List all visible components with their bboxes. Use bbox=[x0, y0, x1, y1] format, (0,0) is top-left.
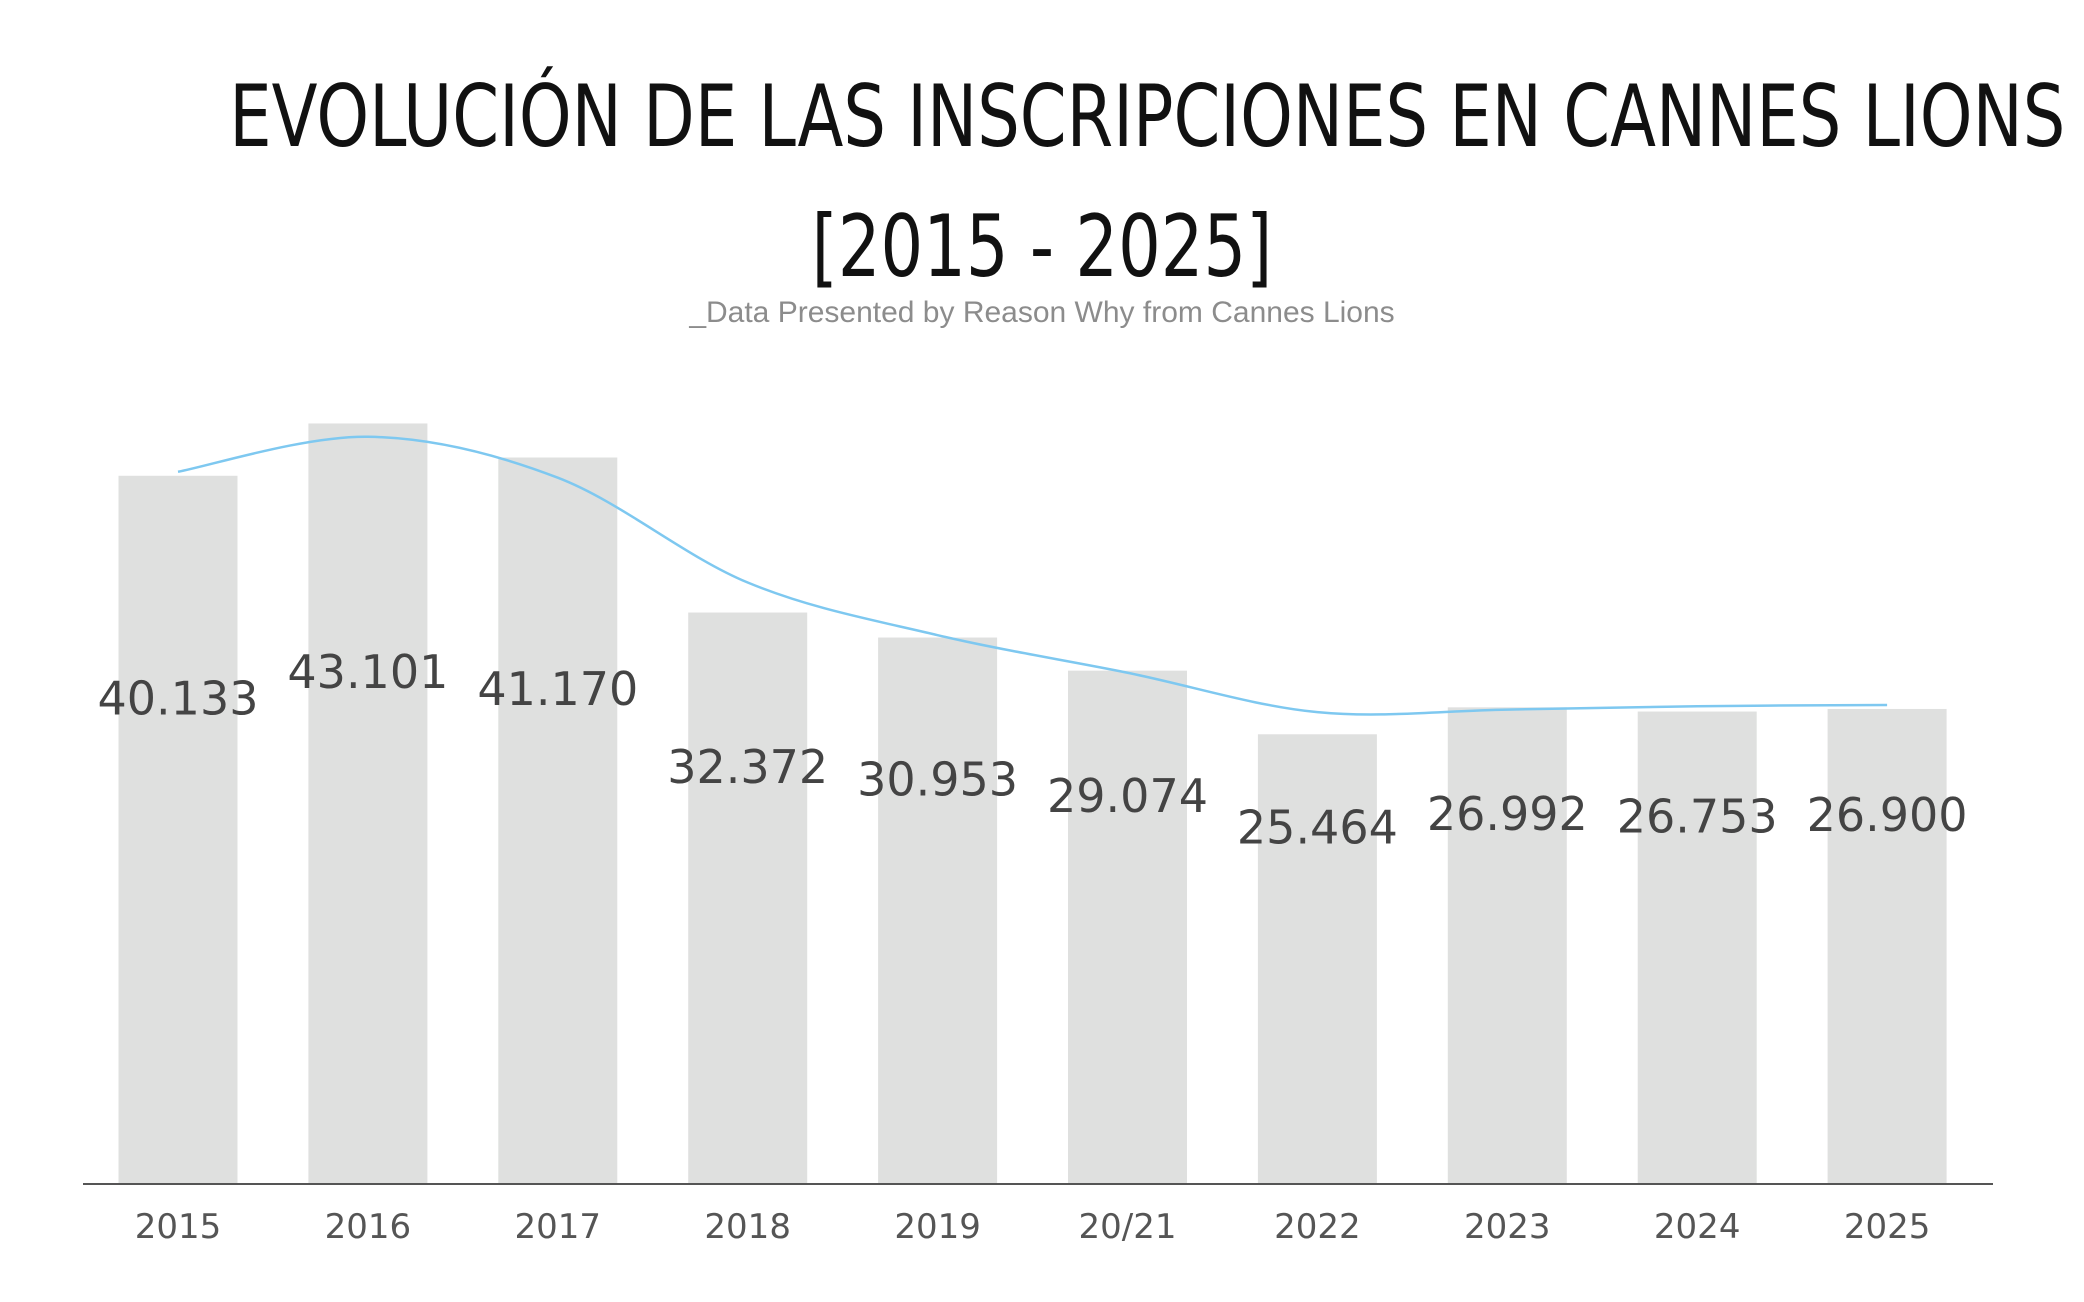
bar-2024 bbox=[1637, 711, 1757, 1183]
trend-line bbox=[177, 435, 1888, 716]
x-tick-label-2016: 2016 bbox=[325, 1207, 412, 1247]
bar-2018 bbox=[688, 612, 808, 1183]
x-tick-label-2023: 2023 bbox=[1464, 1207, 1551, 1247]
bar-2016 bbox=[308, 423, 428, 1183]
x-tick-label-2019: 2019 bbox=[894, 1207, 981, 1247]
x-tick-label-2018: 2018 bbox=[704, 1207, 791, 1247]
x-tick-label-2024: 2024 bbox=[1654, 1207, 1741, 1247]
chart-subtitle: _Data Presented by Reason Why from Canne… bbox=[689, 296, 1395, 329]
chart-title-line-1: EVOLUCIÓN DE LAS INSCRIPCIONES EN CANNES… bbox=[229, 67, 2066, 167]
bar-20/21 bbox=[1068, 670, 1187, 1183]
bar-2025 bbox=[1827, 708, 1947, 1183]
value-label-2022: 25.464 bbox=[1237, 801, 1398, 855]
x-tick-label-2025: 2025 bbox=[1844, 1207, 1931, 1247]
bars-group bbox=[118, 423, 1947, 1184]
x-tick-label-2022: 2022 bbox=[1274, 1207, 1361, 1247]
chart-title: EVOLUCIÓN DE LAS INSCRIPCIONES EN CANNES… bbox=[229, 52, 2066, 312]
bar-2023 bbox=[1447, 707, 1567, 1183]
bar-2017 bbox=[498, 457, 618, 1183]
bar-2019 bbox=[878, 637, 998, 1183]
x-tick-label-20/21: 20/21 bbox=[1079, 1207, 1177, 1247]
value-label-2025: 26.900 bbox=[1807, 788, 1968, 842]
value-label-2016: 43.101 bbox=[287, 645, 448, 699]
chart-title-line-2: [2015 - 2025] bbox=[811, 197, 1273, 297]
value-label-2024: 26.753 bbox=[1617, 789, 1778, 843]
value-label-2023: 26.992 bbox=[1427, 787, 1588, 841]
bar-2022 bbox=[1257, 734, 1377, 1183]
x-tick-label-2017: 2017 bbox=[515, 1207, 602, 1247]
value-label-2017: 41.170 bbox=[477, 662, 638, 716]
value-label-20/21: 29.074 bbox=[1047, 769, 1208, 823]
value-label-2018: 32.372 bbox=[667, 740, 828, 794]
value-label-2019: 30.953 bbox=[857, 752, 1018, 806]
x-tick-labels-group: 2015 2016 2017 2018 2019 20/21 2022 2023 2024 202… bbox=[135, 1207, 1931, 1247]
value-labels-group: 40.133 43.101 41.170 32.372 30.953 29.074 25.4… bbox=[98, 645, 1968, 854]
value-label-2015: 40.133 bbox=[98, 671, 259, 725]
bar-2015 bbox=[118, 475, 238, 1184]
x-tick-label-2015: 2015 bbox=[135, 1207, 222, 1247]
